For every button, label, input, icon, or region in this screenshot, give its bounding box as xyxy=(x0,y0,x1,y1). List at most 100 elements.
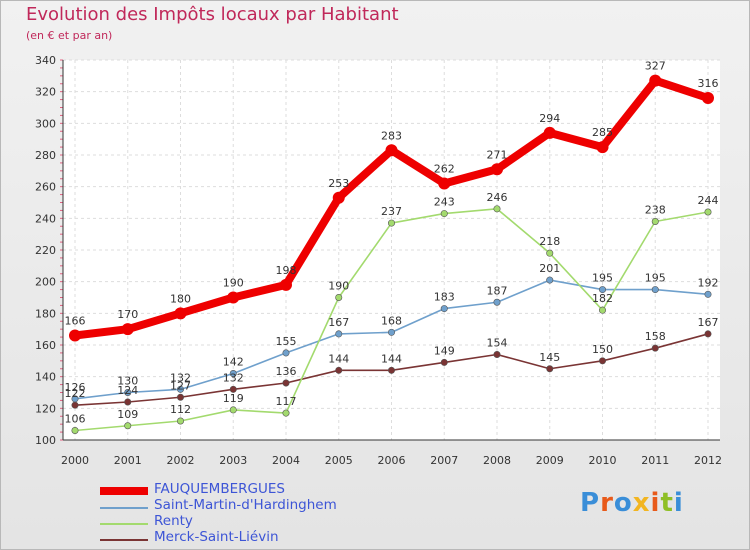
data-point xyxy=(335,366,343,374)
data-label: 198 xyxy=(276,264,297,277)
y-tick-label: 220 xyxy=(35,244,56,257)
legend-swatch-merck xyxy=(100,539,148,541)
data-label: 195 xyxy=(645,272,666,285)
x-tick-label: 2007 xyxy=(430,454,458,467)
data-point xyxy=(282,349,290,357)
x-tick-label: 2011 xyxy=(641,454,669,467)
data-point xyxy=(598,286,606,294)
data-label: 243 xyxy=(434,196,455,209)
data-point xyxy=(71,401,79,409)
data-point xyxy=(385,144,398,157)
data-label: 237 xyxy=(381,205,402,218)
data-label: 149 xyxy=(434,344,455,357)
data-point xyxy=(493,350,501,358)
logo-letter: i xyxy=(650,488,661,518)
legend-label-renty: Renty xyxy=(154,513,193,529)
data-label: 167 xyxy=(328,316,349,329)
data-label: 190 xyxy=(223,277,244,290)
legend-label-saint-martin: Saint-Martin-d'Hardinghem xyxy=(154,497,337,513)
logo-letter: x xyxy=(632,488,651,518)
data-label: 158 xyxy=(645,330,666,343)
data-point xyxy=(124,422,132,430)
data-point xyxy=(332,191,345,204)
data-point xyxy=(493,205,501,213)
data-label: 126 xyxy=(65,381,86,394)
logo-letter: r xyxy=(600,488,614,518)
data-point xyxy=(229,369,237,377)
data-label: 218 xyxy=(539,235,560,248)
data-label: 283 xyxy=(381,129,402,142)
data-label: 119 xyxy=(223,392,244,405)
legend-swatch-saint-martin xyxy=(100,507,148,509)
data-point xyxy=(227,291,240,304)
data-point xyxy=(282,409,290,417)
data-label: 294 xyxy=(539,112,560,125)
data-point xyxy=(438,177,451,190)
y-tick-label: 100 xyxy=(35,434,56,447)
logo-letter: t xyxy=(660,488,674,518)
data-point xyxy=(124,388,132,396)
data-point xyxy=(704,290,712,298)
data-point xyxy=(440,305,448,313)
data-label: 316 xyxy=(698,77,719,90)
data-point xyxy=(704,330,712,338)
data-label: 190 xyxy=(328,280,349,293)
data-point xyxy=(596,141,609,154)
data-label: 327 xyxy=(645,60,666,73)
data-point xyxy=(387,328,395,336)
data-point xyxy=(651,286,659,294)
data-point xyxy=(546,365,554,373)
data-point xyxy=(651,218,659,226)
data-point xyxy=(177,385,185,393)
data-label: 117 xyxy=(276,395,297,408)
legend-label-fauquembergues: FAUQUEMBERGUES xyxy=(154,481,285,497)
data-label: 144 xyxy=(328,352,349,365)
x-tick-label: 2005 xyxy=(325,454,353,467)
data-label: 238 xyxy=(645,204,666,217)
data-label: 144 xyxy=(381,352,402,365)
data-label: 127 xyxy=(170,379,191,392)
y-tick-label: 120 xyxy=(35,402,56,415)
data-label: 170 xyxy=(117,308,138,321)
data-point xyxy=(282,379,290,387)
data-label: 271 xyxy=(487,148,508,161)
x-tick-label: 2001 xyxy=(114,454,142,467)
data-point xyxy=(546,249,554,257)
data-label: 106 xyxy=(65,413,86,426)
x-tick-label: 2000 xyxy=(61,454,89,467)
data-label: 122 xyxy=(65,387,86,400)
y-tick-label: 180 xyxy=(35,307,56,320)
y-tick-label: 280 xyxy=(35,149,56,162)
y-tick-label: 160 xyxy=(35,339,56,352)
proxiti-logo: Proxiti xyxy=(580,488,684,518)
data-label: 195 xyxy=(592,272,613,285)
chart-subtitle: (en € et par an) xyxy=(26,29,113,42)
x-tick-label: 2012 xyxy=(694,454,722,467)
data-point xyxy=(543,126,556,139)
data-label: 168 xyxy=(381,314,402,327)
data-point xyxy=(387,366,395,374)
data-point xyxy=(546,276,554,284)
y-tick-label: 200 xyxy=(35,276,56,289)
y-tick-label: 320 xyxy=(35,86,56,99)
data-point xyxy=(71,395,79,403)
data-label: 187 xyxy=(487,284,508,297)
x-tick-label: 2004 xyxy=(272,454,300,467)
chart-title: Evolution des Impôts locaux par Habitant xyxy=(26,4,399,25)
data-point xyxy=(598,357,606,365)
data-point xyxy=(649,74,662,87)
data-point xyxy=(229,406,237,414)
data-label: 182 xyxy=(592,292,613,305)
data-label: 142 xyxy=(223,356,244,369)
x-tick-label: 2002 xyxy=(167,454,195,467)
data-point xyxy=(71,426,79,434)
data-point xyxy=(493,298,501,306)
data-point xyxy=(121,323,134,336)
data-point xyxy=(440,210,448,218)
legend-swatch-renty xyxy=(100,523,148,525)
data-label: 262 xyxy=(434,163,455,176)
data-label: 112 xyxy=(170,403,191,416)
data-label: 154 xyxy=(487,337,508,350)
x-tick-label: 2006 xyxy=(378,454,406,467)
